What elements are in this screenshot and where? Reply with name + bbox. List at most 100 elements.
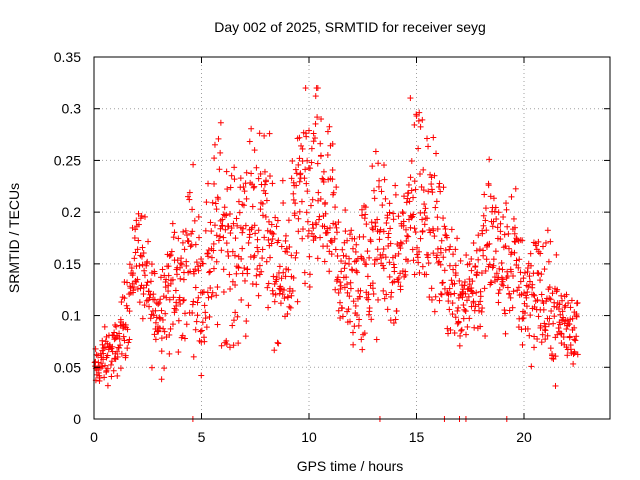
data-point	[145, 288, 152, 295]
data-point	[503, 200, 510, 207]
data-point	[355, 322, 362, 329]
data-point	[363, 261, 370, 268]
data-point	[333, 229, 340, 236]
data-point	[346, 231, 353, 238]
data-point	[140, 290, 147, 297]
data-point	[419, 263, 426, 270]
data-point	[525, 283, 532, 290]
data-point	[490, 218, 497, 225]
y-tick-label: 0.05	[54, 359, 81, 375]
data-point	[226, 271, 233, 278]
data-point	[136, 262, 143, 269]
data-point	[412, 229, 419, 236]
data-point	[463, 331, 470, 338]
data-point	[324, 243, 331, 250]
data-point	[276, 263, 283, 270]
data-point	[379, 251, 386, 258]
data-point	[537, 277, 544, 284]
x-tick-label: 5	[198, 429, 206, 445]
data-point	[473, 272, 480, 279]
data-point	[230, 317, 237, 324]
data-point	[428, 181, 435, 188]
data-point	[146, 294, 153, 301]
data-point	[363, 221, 370, 228]
data-point	[219, 222, 226, 229]
data-point	[469, 290, 476, 297]
data-point	[473, 289, 480, 296]
x-tick-labels: 0 5 10 15 20	[90, 429, 532, 445]
data-point	[163, 294, 170, 301]
data-point	[269, 235, 276, 242]
data-point	[235, 264, 242, 271]
data-point	[346, 255, 353, 262]
data-point	[452, 262, 459, 269]
data-point	[411, 121, 418, 128]
data-point	[371, 195, 378, 202]
data-point	[534, 336, 541, 343]
data-point	[243, 169, 250, 176]
data-point	[292, 200, 299, 207]
data-point	[501, 307, 508, 314]
data-point	[240, 184, 247, 191]
data-point	[101, 323, 108, 330]
data-point	[532, 242, 539, 249]
data-point	[570, 360, 577, 367]
data-point	[185, 238, 192, 245]
data-point	[369, 285, 376, 292]
data-point	[555, 325, 562, 332]
data-point	[317, 234, 324, 241]
data-point	[438, 291, 445, 298]
data-point	[524, 325, 531, 332]
data-point	[342, 260, 349, 267]
data-point	[491, 208, 498, 215]
data-point	[480, 252, 487, 259]
data-point	[407, 95, 414, 102]
data-point	[274, 217, 281, 224]
data-point	[516, 256, 523, 263]
data-point	[132, 249, 139, 256]
data-point	[486, 261, 493, 268]
data-point	[405, 189, 412, 196]
data-point	[262, 177, 269, 184]
data-point	[162, 310, 169, 317]
data-point	[419, 116, 426, 123]
data-point	[395, 213, 402, 220]
data-point	[350, 298, 357, 305]
data-point	[302, 166, 309, 173]
data-point	[226, 210, 233, 217]
data-point	[161, 328, 168, 335]
data-point	[158, 335, 165, 342]
data-points	[91, 85, 581, 422]
data-point	[144, 279, 151, 286]
data-point	[346, 260, 353, 267]
data-point	[572, 337, 579, 344]
data-point	[441, 223, 448, 230]
data-point	[104, 365, 111, 372]
data-point	[397, 239, 404, 246]
data-point	[493, 270, 500, 277]
data-point	[381, 176, 388, 183]
data-point	[255, 227, 262, 234]
data-point	[386, 209, 393, 216]
data-point	[167, 252, 174, 259]
data-point	[414, 254, 421, 261]
data-point	[564, 352, 571, 359]
data-point	[476, 246, 483, 253]
data-point	[183, 321, 190, 328]
data-point	[118, 299, 125, 306]
data-point	[379, 262, 386, 269]
data-point	[559, 308, 566, 315]
data-point	[315, 189, 322, 196]
y-tick-label: 0.2	[62, 204, 82, 220]
data-point	[229, 322, 236, 329]
data-point	[546, 295, 553, 302]
data-point	[220, 211, 227, 218]
data-point	[462, 308, 469, 315]
data-point	[143, 262, 150, 269]
data-point	[326, 123, 333, 130]
data-point	[308, 159, 315, 166]
data-point	[571, 336, 578, 343]
data-point	[92, 358, 99, 365]
data-point	[437, 188, 444, 195]
data-point	[259, 200, 266, 207]
